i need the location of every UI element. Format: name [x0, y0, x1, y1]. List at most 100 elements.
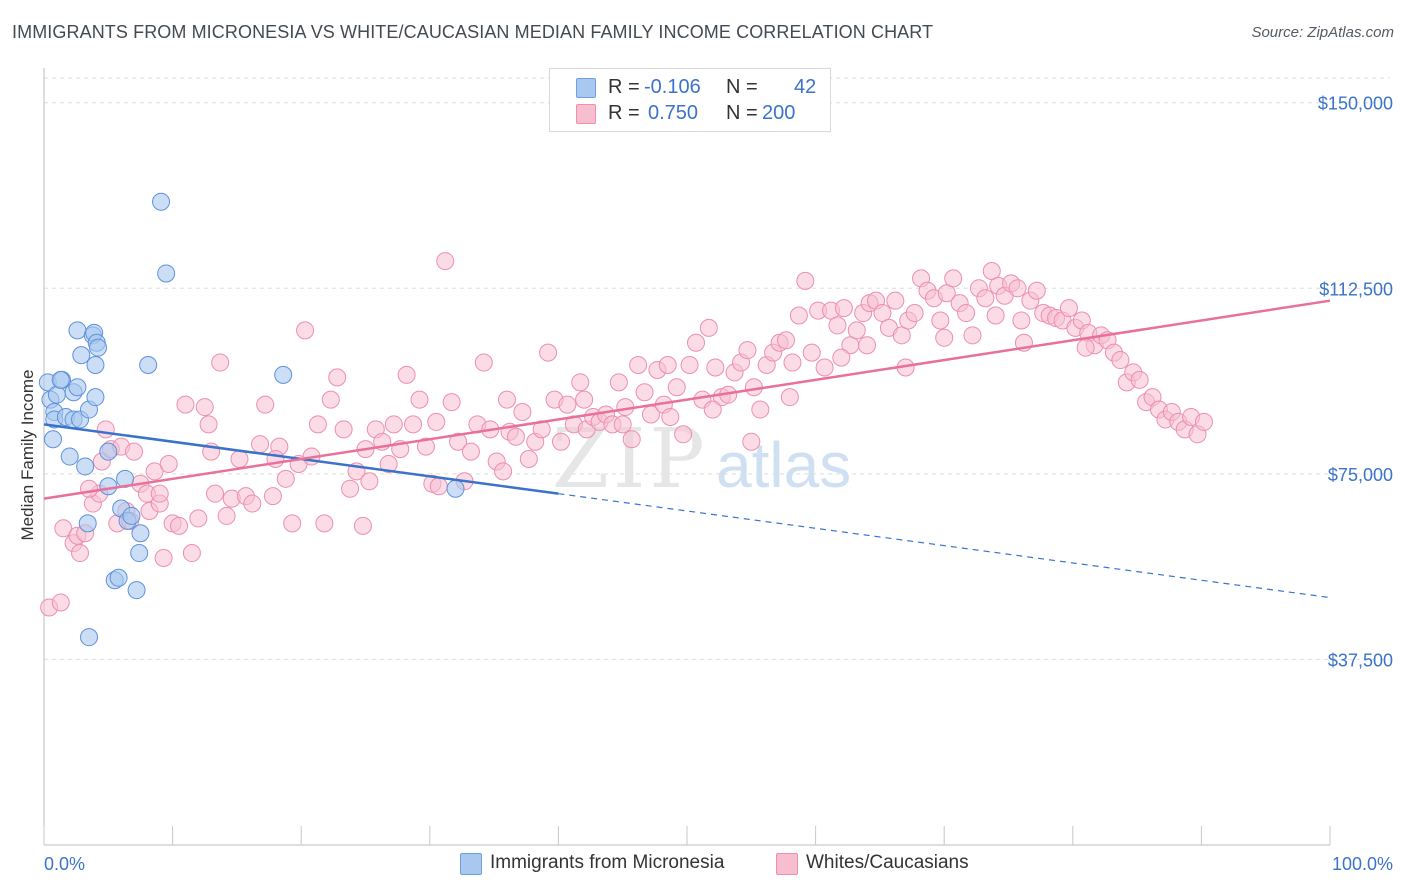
data-point-micronesia — [152, 192, 171, 211]
data-point-micronesia — [60, 447, 79, 466]
data-point-micronesia — [274, 365, 293, 384]
bottom-legend-swatch-white — [776, 853, 798, 875]
data-point-micronesia — [86, 356, 105, 375]
data-point-white — [886, 291, 905, 310]
data-point-white — [635, 383, 654, 402]
legend-r-value: -0.106 — [644, 76, 701, 98]
data-point-micronesia — [44, 430, 63, 449]
data-point-white — [283, 514, 302, 533]
trend-line-micronesia-extrapolated — [558, 493, 1331, 599]
data-point-white — [622, 430, 641, 449]
data-point-white — [539, 343, 558, 362]
data-point-white — [1008, 279, 1027, 298]
chart-title: IMMIGRANTS FROM MICRONESIA VS WHITE/CAUC… — [12, 22, 934, 42]
data-point-micronesia — [72, 346, 91, 365]
data-point-white — [360, 472, 379, 491]
data-point-micronesia — [446, 479, 465, 498]
data-point-white — [506, 427, 525, 446]
data-point-white — [667, 378, 686, 397]
trend-line-white — [43, 299, 1331, 500]
data-point-white — [182, 544, 201, 563]
data-point-white — [497, 390, 516, 409]
data-point-white — [834, 299, 853, 318]
data-point-white — [789, 306, 808, 325]
data-point-white — [461, 442, 480, 461]
data-point-white — [384, 415, 403, 434]
legend-swatch-white — [576, 104, 596, 124]
data-point-white — [276, 469, 295, 488]
data-point-white — [1027, 281, 1046, 300]
data-point-white — [777, 331, 796, 350]
data-point-white — [321, 390, 340, 409]
watermark-atlas: atlas — [716, 429, 851, 501]
data-point-white — [832, 348, 851, 367]
data-point-white — [1194, 412, 1213, 431]
data-point-white — [699, 318, 718, 337]
data-point-white — [513, 403, 532, 422]
data-point-white — [815, 358, 834, 377]
data-point-white — [442, 393, 461, 412]
data-point-white — [802, 343, 821, 362]
x-tick-label: 0.0% — [44, 854, 85, 874]
data-point-white — [613, 415, 632, 434]
data-point-white — [703, 400, 722, 419]
data-point-white — [706, 358, 725, 377]
data-point-white — [230, 450, 249, 469]
data-point-micronesia — [68, 378, 87, 397]
data-point-white — [674, 425, 693, 444]
data-point-micronesia — [89, 338, 108, 357]
data-point-micronesia — [99, 477, 118, 496]
data-point-white — [751, 400, 770, 419]
legend-n-label: N = — [726, 76, 758, 98]
data-point-white — [661, 407, 680, 426]
data-point-white — [658, 356, 677, 375]
data-point-micronesia — [127, 581, 146, 600]
data-point-white — [944, 269, 963, 288]
data-point-white — [1059, 299, 1078, 318]
data-point-micronesia — [99, 442, 118, 461]
data-point-white — [828, 316, 847, 335]
data-point-micronesia — [157, 264, 176, 283]
data-point-white — [1130, 370, 1149, 389]
data-point-white — [780, 388, 799, 407]
data-point-micronesia — [109, 568, 128, 587]
data-point-white — [957, 304, 976, 323]
data-point-white — [796, 271, 815, 290]
data-point-white — [71, 544, 90, 563]
data-point-white — [558, 395, 577, 414]
data-point-white — [1111, 351, 1130, 370]
data-point-white — [449, 432, 468, 451]
data-point-white — [404, 415, 423, 434]
legend-swatch-micronesia — [576, 78, 596, 98]
data-point-white — [189, 509, 208, 528]
data-point-micronesia — [130, 544, 149, 563]
bottom-legend-swatch-micronesia — [460, 853, 482, 875]
data-point-white — [935, 328, 954, 347]
data-point-white — [551, 432, 570, 451]
data-point-white — [519, 450, 538, 469]
data-point-white — [494, 462, 513, 481]
data-point-white — [436, 252, 455, 271]
data-point-white — [629, 356, 648, 375]
data-point-white — [905, 304, 924, 323]
data-point-micronesia — [131, 524, 150, 543]
data-point-white — [379, 454, 398, 473]
data-point-white — [416, 437, 435, 456]
legend-r-value: 0.750 — [648, 102, 699, 124]
data-point-white — [145, 462, 164, 481]
data-point-white — [308, 415, 327, 434]
data-point-white — [263, 487, 282, 506]
data-point-white — [1076, 338, 1095, 357]
data-point-white — [206, 484, 225, 503]
y-tick-label: $75,000 — [1328, 465, 1393, 485]
data-point-white — [51, 593, 70, 612]
data-point-white — [154, 548, 173, 567]
data-point-white — [427, 412, 446, 431]
data-point-micronesia — [76, 457, 95, 476]
data-point-white — [328, 368, 347, 387]
data-point-white — [963, 326, 982, 345]
data-point-white — [96, 420, 115, 439]
data-point-white — [982, 261, 1001, 280]
data-point-white — [873, 304, 892, 323]
data-point-white — [334, 420, 353, 439]
